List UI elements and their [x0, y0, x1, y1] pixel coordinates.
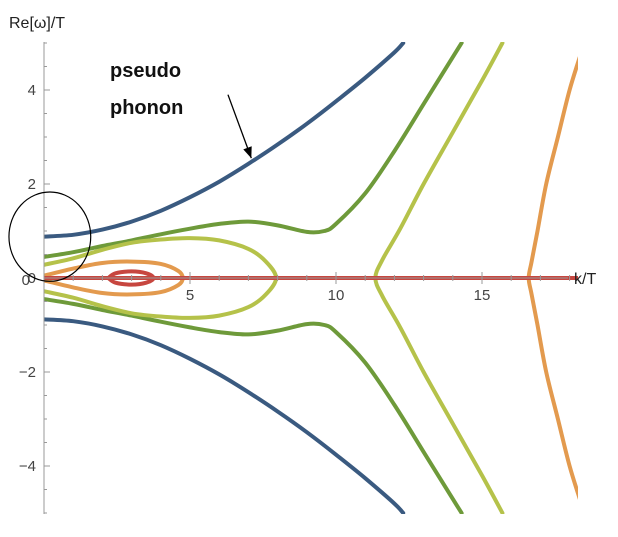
- annotation-arrow-head: [243, 146, 252, 159]
- x-tick-label: 15: [474, 287, 491, 304]
- x-axis-title: k/T: [574, 271, 596, 288]
- pseudo-phonon-label-line-1: pseudo: [110, 60, 181, 82]
- x-tick-label: 5: [186, 287, 194, 304]
- annotation-arrow-shaft: [227, 94, 252, 159]
- series-1-branch-0: [44, 42, 464, 259]
- series-0-branch-1: [44, 317, 406, 514]
- annotation-layer: [8, 94, 252, 282]
- y-tick-label: −4: [19, 458, 36, 475]
- series-0-branch-0: [44, 42, 406, 239]
- y-tick-label: −2: [19, 364, 36, 381]
- y-tick-label: 4: [28, 82, 36, 99]
- origin-label: 0: [22, 272, 30, 289]
- x-tick-label: 10: [328, 287, 345, 304]
- y-tick-label: 2: [28, 176, 36, 193]
- labels-layer: Re[ω]/T k/T 0 pseudo phonon: [9, 15, 596, 289]
- axes-layer: −4 −2 0 2 4 5 10 15: [19, 42, 571, 514]
- series-1-branch-1: [44, 297, 464, 514]
- highlight-circle: [8, 191, 92, 282]
- pseudo-phonon-label-line-2: phonon: [110, 97, 183, 119]
- y-axis-title: Re[ω]/T: [9, 15, 65, 32]
- y-tick-label: 0: [28, 270, 36, 287]
